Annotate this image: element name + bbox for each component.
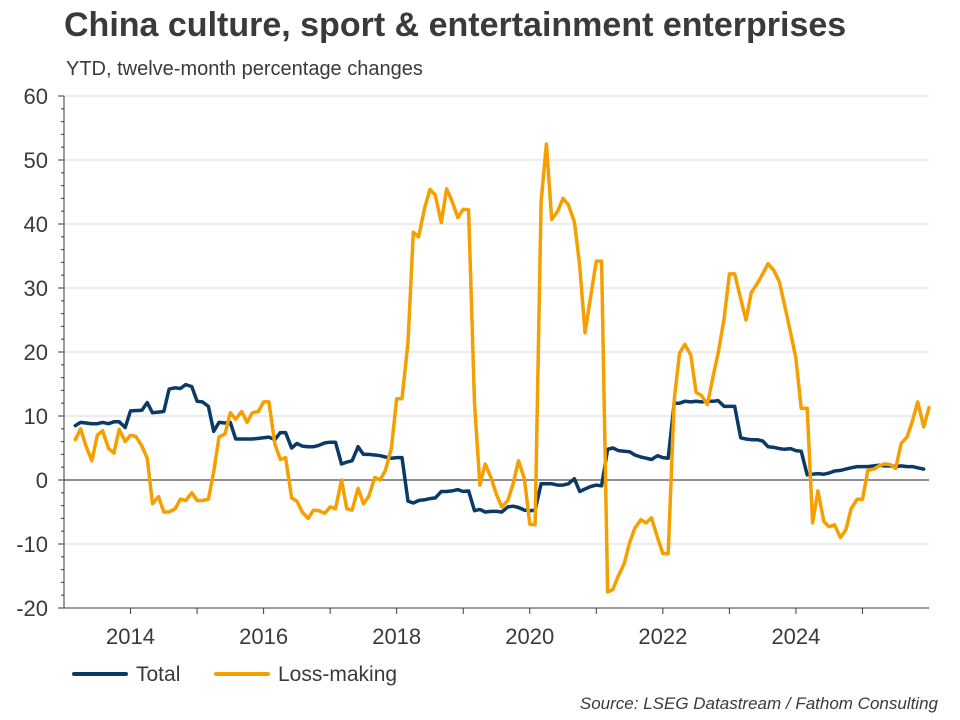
y-tick-label: 60 bbox=[24, 84, 48, 109]
chart-subtitle: YTD, twelve-month percentage changes bbox=[66, 58, 423, 80]
y-tick-label: 0 bbox=[36, 468, 48, 493]
legend: Total Loss-making bbox=[72, 663, 397, 686]
legend-label: Loss-making bbox=[278, 663, 397, 686]
x-tick-label: 2018 bbox=[372, 624, 421, 649]
x-tick-label: 2022 bbox=[638, 624, 687, 649]
series-lines bbox=[73, 142, 931, 594]
legend-label: Total bbox=[136, 663, 180, 686]
y-tick-label: 50 bbox=[24, 148, 48, 173]
axes bbox=[58, 95, 929, 614]
source-note: Source: LSEG Datastream / Fathom Consult… bbox=[579, 694, 938, 713]
y-tick-label: 30 bbox=[24, 276, 48, 301]
y-tick-label: 40 bbox=[24, 212, 48, 237]
x-tick-label: 2016 bbox=[239, 624, 288, 649]
legend-item-total: Total bbox=[72, 663, 180, 686]
series-line-loss-making bbox=[73, 142, 931, 594]
series-line-total bbox=[73, 382, 926, 514]
gridlines bbox=[64, 95, 929, 609]
legend-item-loss-making: Loss-making bbox=[214, 663, 397, 686]
y-tick-label: -10 bbox=[16, 532, 48, 557]
x-tick-label: 2020 bbox=[505, 624, 554, 649]
y-tick-label: 10 bbox=[24, 404, 48, 429]
chart-title: China culture, sport & entertainment ent… bbox=[64, 6, 847, 44]
tick-labels: -20 -10 0 10 20 30 40 50 60 2014 2016 2018 2020 2022 2… bbox=[16, 84, 820, 649]
y-tick-label: -20 bbox=[16, 596, 48, 621]
x-tick-label: 2024 bbox=[771, 624, 820, 649]
y-tick-label: 20 bbox=[24, 340, 48, 365]
x-tick-label: 2014 bbox=[106, 624, 155, 649]
